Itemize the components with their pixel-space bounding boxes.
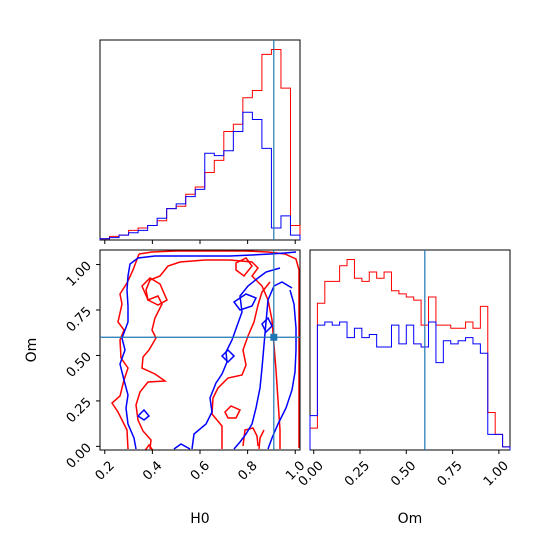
- x-tick-label: 0.75: [435, 458, 466, 489]
- y-tick-label: 0.25: [64, 395, 95, 426]
- h0-hist-frame: [99, 39, 301, 241]
- contour-red-small-6: [258, 429, 265, 450]
- contour-red-inner: [135, 259, 281, 450]
- contour-blue-small-2: [136, 408, 151, 421]
- h0-histogram-panel: [99, 39, 301, 244]
- y-tick-label: 0.00: [64, 441, 95, 472]
- contour-blue-small-3: [220, 348, 236, 364]
- hist-series-blue: [309, 321, 511, 450]
- hist-series-red: [99, 49, 301, 240]
- x-tick-label: 0.6: [188, 458, 213, 483]
- om-histogram-panel: 0.00 0.25 0.50 0.75 1.00 Om: [296, 249, 512, 527]
- x-tick-label: 0.4: [140, 458, 165, 483]
- contour-x-axis-label: H0: [190, 511, 209, 527]
- x-tick-label: 0.50: [388, 458, 419, 489]
- contour-red-small-5: [235, 257, 253, 278]
- om-x-axis-label: Om: [398, 511, 423, 527]
- contour-y-axis-label: Om: [24, 338, 40, 363]
- x-tick-label: 0.2: [93, 458, 118, 483]
- contour-red-outer: [111, 250, 300, 450]
- y-tick-label: 0.50: [64, 350, 95, 381]
- contour-blue-small-1: [173, 443, 191, 450]
- contour-blue-outer: [119, 251, 297, 450]
- contour-red-mid: [211, 281, 271, 449]
- h0-om-contour-panel: 0.2 0.4 0.6 0.8 1.00.000.250.500.751.00 H0 O…: [24, 249, 308, 527]
- y-tick-label: 0.75: [64, 304, 95, 335]
- x-tick-label: 0.8: [235, 458, 260, 483]
- contour-red-small-3: [224, 405, 242, 419]
- x-tick-label: 1.00: [481, 458, 512, 489]
- y-tick-label: 1.00: [64, 259, 95, 290]
- hist-series-blue: [99, 111, 301, 240]
- contour-blue-core: [267, 289, 297, 450]
- contour-red-small-2: [141, 277, 168, 306]
- contour-frame: [99, 249, 301, 451]
- x-tick-label: 0.25: [342, 458, 373, 489]
- contour-truth-point: [270, 333, 278, 341]
- contour-red-small-4: [242, 427, 259, 447]
- contour-blue-small-4: [232, 293, 258, 311]
- contour-blue-small-5: [261, 316, 273, 334]
- om-hist-frame: [309, 249, 511, 451]
- contour-blue-mid: [233, 281, 293, 450]
- hist-series-red: [309, 259, 511, 450]
- contour-blue-inner: [191, 267, 281, 450]
